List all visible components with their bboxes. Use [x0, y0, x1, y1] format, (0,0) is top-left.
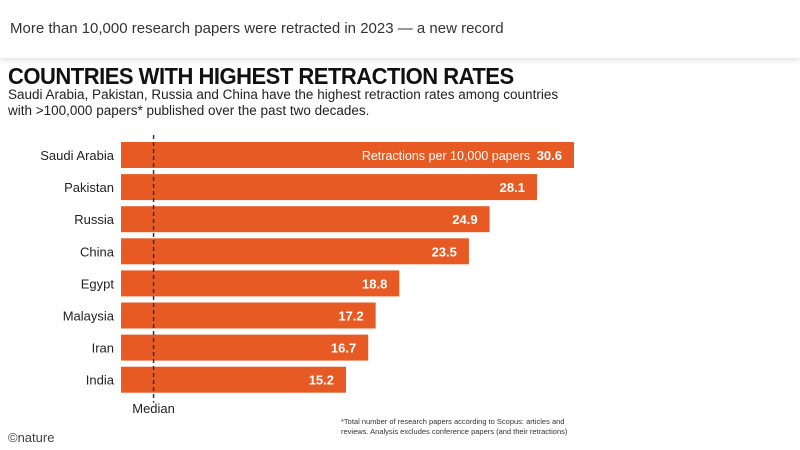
bar-russia	[121, 206, 490, 233]
value-label-saudi-arabia: 30.6	[537, 148, 562, 163]
article-headline: More than 10,000 research papers were re…	[10, 20, 504, 37]
value-label-india: 15.2	[309, 373, 334, 388]
page-header: More than 10,000 research papers were re…	[0, 0, 800, 58]
category-label-iran: Iran	[92, 341, 114, 356]
bar-saudi-arabia	[121, 142, 574, 168]
value-label-malaysia: 17.2	[338, 309, 363, 324]
value-label-iran: 16.7	[331, 341, 356, 356]
bar-malaysia	[121, 302, 376, 329]
value-label-russia: 24.9	[452, 212, 477, 227]
category-label-china: China	[80, 244, 115, 259]
nature-logo: ©nature	[8, 430, 55, 445]
category-label-pakistan: Pakistan	[64, 180, 114, 195]
chart-title: COUNTRIES WITH HIGHEST RETRACTION RATES	[8, 63, 514, 90]
chart-subtitle: Saudi Arabia, Pakistan, Russia and China…	[8, 87, 559, 118]
value-label-prefix: Retractions per 10,000 papers	[362, 149, 530, 163]
category-label-russia: Russia	[74, 212, 115, 227]
bar-china	[121, 238, 469, 265]
median-label: Median	[132, 401, 175, 416]
bar-egypt	[121, 270, 400, 297]
value-label-egypt: 18.8	[362, 276, 387, 291]
footnote: *Total number of research papers accordi…	[341, 417, 568, 436]
category-label-india: India	[86, 373, 115, 388]
category-label-egypt: Egypt	[81, 276, 115, 291]
value-label-pakistan: 28.1	[500, 180, 525, 195]
bar-pakistan	[121, 174, 537, 201]
category-label-saudi-arabia: Saudi Arabia	[40, 148, 114, 163]
bar-iran	[121, 334, 369, 361]
value-label-china: 23.5	[432, 244, 457, 259]
category-label-malaysia: Malaysia	[63, 309, 115, 324]
bar-india	[121, 366, 347, 393]
